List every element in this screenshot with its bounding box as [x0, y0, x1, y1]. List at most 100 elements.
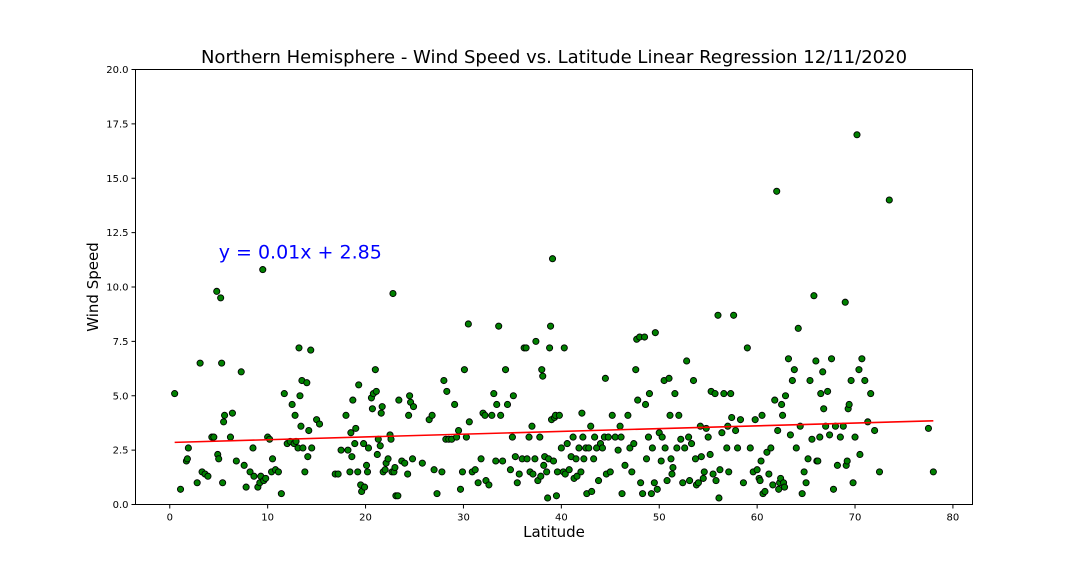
data-point: [377, 409, 385, 417]
data-point: [443, 387, 451, 395]
data-point: [477, 455, 485, 463]
data-point: [299, 444, 307, 452]
data-point: [552, 492, 560, 500]
data-point: [836, 433, 844, 441]
data-point: [856, 450, 864, 459]
data-point: [645, 390, 653, 398]
data-point: [653, 485, 661, 493]
data-point: [588, 487, 596, 496]
data-point: [700, 468, 708, 476]
data-point: [849, 479, 857, 487]
y-tick-label: 20.0: [106, 65, 128, 76]
data-point: [210, 433, 218, 441]
data-point: [765, 470, 773, 478]
data-point: [474, 479, 482, 487]
data-point: [204, 472, 212, 480]
data-point: [730, 311, 738, 319]
data-point: [409, 403, 418, 411]
data-point: [242, 483, 250, 491]
data-point: [634, 396, 642, 404]
data-point: [773, 187, 781, 195]
data-point: [513, 479, 521, 487]
data-point: [601, 374, 609, 382]
x-tick-label: 20: [359, 513, 372, 524]
data-point: [296, 392, 304, 400]
data-point: [648, 444, 656, 452]
data-point: [176, 485, 185, 493]
data-point: [681, 444, 689, 452]
data-point: [575, 444, 583, 452]
data-point: [924, 424, 932, 432]
data-point: [308, 444, 316, 452]
data-point: [464, 320, 472, 328]
data-point: [529, 470, 537, 478]
data-point: [578, 409, 586, 417]
data-point: [565, 466, 573, 474]
data-point: [617, 433, 625, 441]
data-point: [720, 390, 728, 398]
regression-equation: y = 0.01x + 2.85: [219, 242, 382, 264]
x-tick-label: 60: [751, 513, 764, 524]
data-point: [451, 400, 459, 409]
data-point: [532, 337, 540, 345]
data-point: [372, 387, 380, 395]
data-point: [511, 453, 519, 461]
data-point: [546, 344, 554, 352]
data-point: [769, 481, 777, 489]
data-point: [867, 390, 875, 398]
data-point: [817, 390, 825, 398]
data-point: [753, 466, 761, 474]
data-point: [763, 448, 771, 456]
data-point: [714, 311, 722, 319]
data-point: [732, 426, 740, 435]
data-point: [428, 411, 436, 419]
data-point: [665, 374, 673, 382]
data-point: [528, 422, 536, 430]
data-point: [594, 477, 603, 485]
x-tick-label: 50: [653, 513, 666, 524]
data-point: [702, 424, 710, 432]
data-point: [249, 444, 257, 452]
data-point: [661, 444, 669, 452]
data-point: [663, 477, 671, 485]
data-point: [885, 196, 893, 204]
data-point: [667, 455, 675, 463]
data-point: [804, 455, 812, 463]
data-point: [709, 470, 717, 478]
data-point: [215, 455, 223, 463]
data-point: [806, 376, 814, 385]
data-point: [786, 431, 794, 439]
data-point: [751, 416, 759, 424]
data-point: [677, 435, 685, 443]
data-point: [488, 411, 496, 419]
data-point: [614, 446, 622, 454]
data-point: [508, 433, 516, 441]
data-point: [734, 444, 742, 452]
data-point: [580, 455, 588, 463]
data-point: [373, 450, 381, 459]
data-point: [725, 468, 733, 476]
data-point: [651, 329, 659, 337]
data-point: [493, 400, 501, 409]
data-point: [404, 470, 412, 478]
data-point: [307, 346, 315, 354]
x-tick-label: 30: [457, 513, 470, 524]
data-point: [557, 444, 565, 452]
data-point: [537, 472, 545, 480]
data-point: [779, 411, 787, 419]
data-point: [389, 289, 397, 298]
data-point: [618, 490, 626, 498]
data-point: [460, 366, 468, 374]
data-point: [824, 387, 832, 395]
data-point: [384, 455, 392, 463]
data-point: [563, 440, 571, 448]
data-point: [171, 390, 179, 398]
data-point: [715, 494, 723, 502]
data-point: [843, 457, 851, 465]
data-point: [657, 457, 665, 465]
data-point: [352, 424, 360, 432]
data-point: [337, 446, 345, 454]
data-point: [675, 411, 683, 419]
data-point: [549, 457, 558, 465]
